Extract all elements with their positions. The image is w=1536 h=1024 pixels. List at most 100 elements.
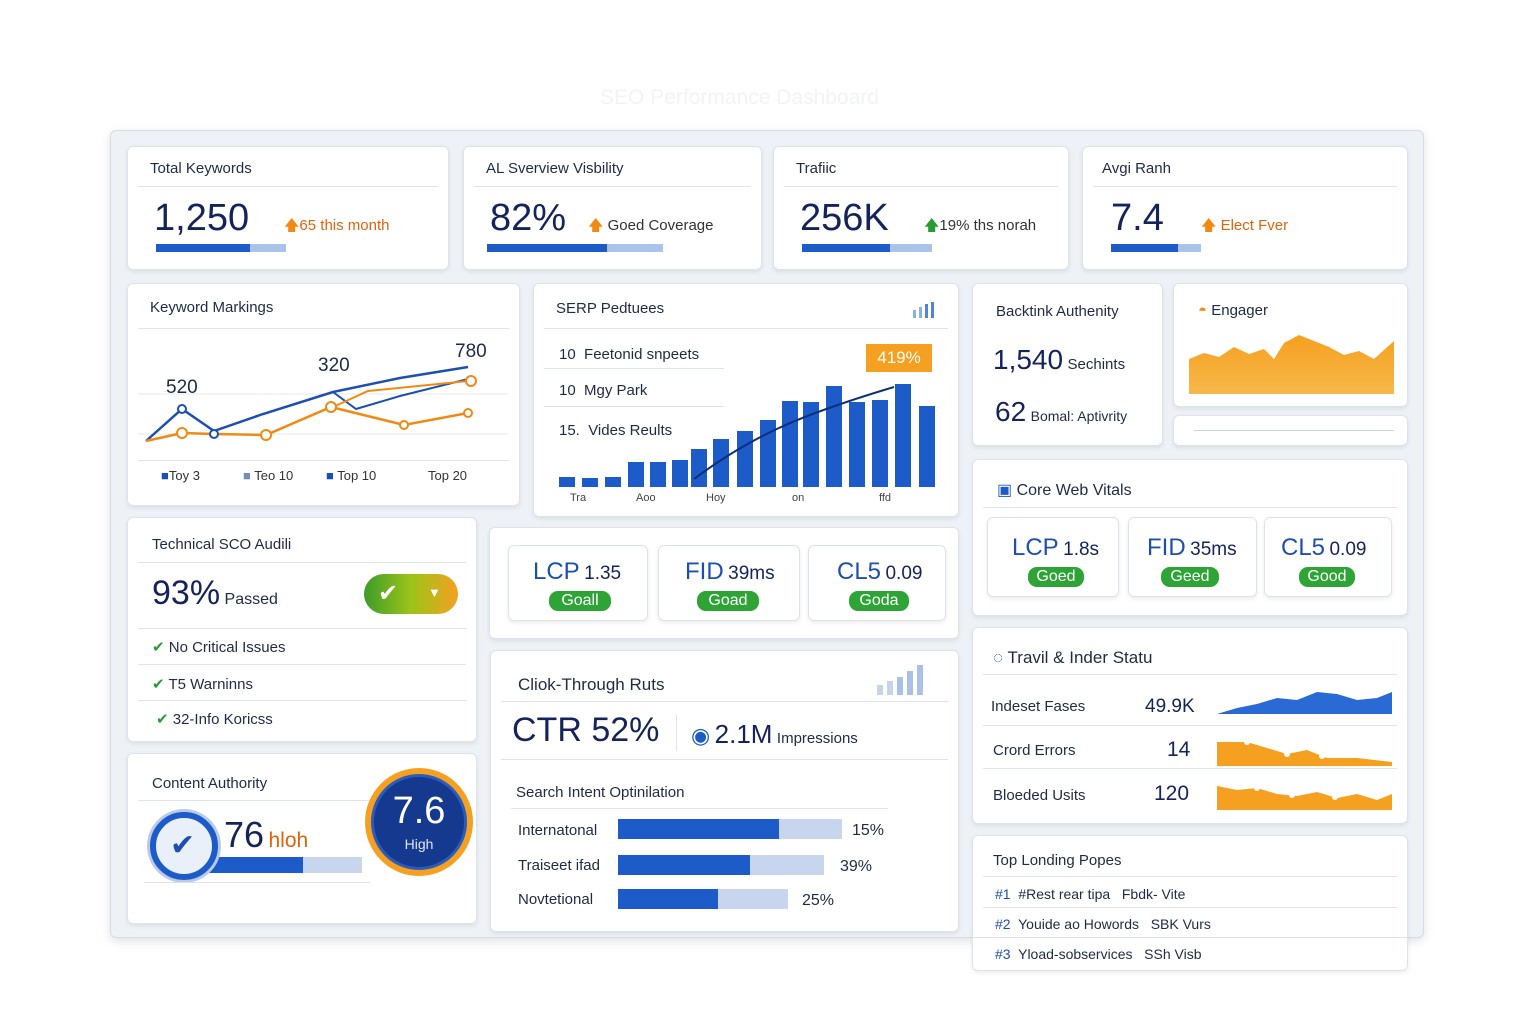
card-title: ◓ Engager [1198,302,1268,319]
bar [803,402,819,487]
caret-icon: ▼ [428,585,441,600]
legend-item: ■ Teo 10 [243,468,294,483]
metric-label: Bomal: Aptivrity [1030,408,1128,424]
audit-item: ✔ T5 Warninns [152,675,253,693]
kpi-card: AL Sverview Visbility 82% 🡅 Goed Coverag… [463,146,762,270]
score-label: Passed [224,591,278,608]
divider [474,186,751,187]
status-pill: Goall [549,591,611,611]
line-chart [138,365,508,443]
area [1217,742,1392,766]
divider [784,186,1058,187]
metric-label: Sechints [1067,356,1126,373]
serp-item: 10 Feetonid snpeets [559,346,699,363]
intent-label: Novtetional [518,891,594,908]
vital-tile: LCP 1.35 Goall [508,545,648,621]
serp-label: Mgy Park [584,382,648,399]
divider [544,406,724,407]
divider [983,768,1397,769]
check-icon: ✔ [152,639,169,656]
progress-fill [1111,244,1178,252]
kpi-title: AL Sverview Visbility [486,160,624,177]
vital-value: 1.8s [1063,539,1100,560]
status-toggle: ✔ ▼ [364,574,458,614]
intent-bar [618,819,842,839]
kpi-value: 82% [490,197,567,239]
divider [501,759,948,760]
vital-tile: CL5 0.09 Goda [808,545,946,621]
page-visits: SBK Vurs [1150,916,1211,932]
kpi-change-text: Elect Fver [1220,217,1289,234]
point [465,375,477,387]
divider [973,937,1407,938]
bar [760,420,776,487]
point [260,429,272,441]
legend-label: Top 20 [428,468,468,483]
x-label: ffd [879,492,892,504]
bar [650,462,666,487]
area [1217,692,1392,714]
audit-text: No Critical Issues [168,639,286,656]
rank: #1 [995,886,1011,902]
bar [826,386,842,487]
x-label: Hoy [706,492,726,504]
divider [983,674,1397,675]
check-icon: ✔ [170,829,196,862]
row-value: 120 [1154,782,1190,805]
authority-score: 76 hloh [224,814,308,856]
bar [782,401,798,487]
engagement-card: ◓ Engager [1173,283,1408,407]
bar-chart [559,384,935,487]
bar [737,431,753,487]
score-value: 76 [224,814,265,855]
kpi-change-text: 65 this month [299,217,390,234]
card-title: Content Authority [152,775,268,792]
kpi-title: Avgi Ranh [1102,160,1171,177]
page-name: Youide ao Howords [1018,916,1140,932]
page-name: #Rest rear tipa [1018,886,1111,902]
divider [544,328,948,329]
up-arrow: 🡅 [1201,217,1221,234]
vital: CL5 0.09 [837,558,922,586]
serp-item: 15. Vides Reults [559,422,672,439]
progress-bar [1111,244,1201,252]
cwv-card: ▣ Core Web Vitals LCP 1.8s Goed FID 35ms… [972,459,1408,616]
divider [983,507,1397,508]
row-label: Bloeded Usits [993,787,1086,804]
vital-name: CL5 [837,558,882,585]
legend-item: ■ Top 10 [326,468,377,483]
card-title: Technical SCO Audili [152,536,292,553]
vital-name: FID [685,558,724,585]
check-icon: ✔ [152,676,169,693]
bars-icon [877,665,923,695]
divider [983,725,1397,726]
rank: #3 [995,946,1011,962]
bar [691,449,707,487]
serp-label: Vides Reults [588,422,673,439]
point [1332,794,1338,800]
kpi-card: Trafiic 256K 🡅19% ths norah [773,146,1069,270]
up-arrow: 🡅 [924,217,940,234]
series-line [332,380,469,408]
point [463,408,473,418]
kpi-change: 🡅65 this month [284,215,389,240]
vital-tile: CL5 0.09 Good [1264,517,1392,597]
vital-tile: LCP 1.8s Goed [987,517,1119,597]
divider [138,562,466,563]
audit-item: ✔ 32-Info Koricss [156,710,273,728]
strip-card [1173,415,1408,446]
status-pill: Good [1299,567,1355,587]
point [177,404,187,414]
sparkline [1217,739,1392,766]
divider [138,628,466,629]
status-pill: Geed [1161,567,1219,587]
progress-bar [156,244,286,252]
intent-value: 25% [802,892,835,909]
point [176,427,188,439]
vital-value: 0.09 [885,563,923,584]
bar [605,477,621,487]
kpi-change-text: 19% ths norah [939,217,1037,234]
vital: FID 39ms [685,558,775,586]
vital-name: FID [1147,534,1186,561]
kpi-card: Total Keywords 1,250 🡅65 this month [127,146,449,270]
